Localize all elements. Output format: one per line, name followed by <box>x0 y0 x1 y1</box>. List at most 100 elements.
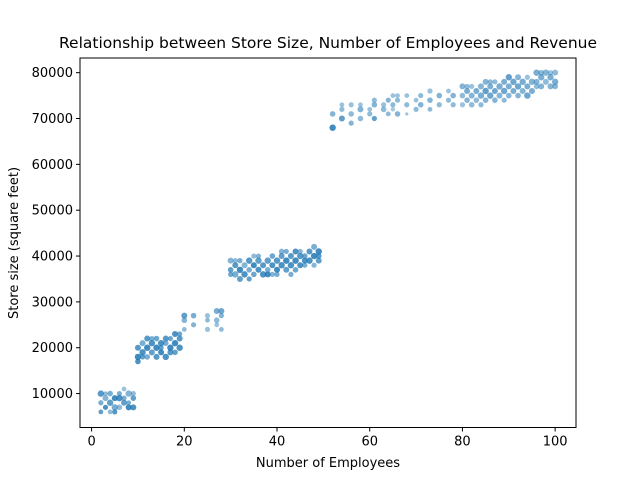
data-point <box>436 92 443 99</box>
data-point <box>477 83 484 90</box>
y-axis-label: Store size (square feet) <box>7 167 22 319</box>
data-point <box>269 262 276 269</box>
data-point <box>519 78 526 86</box>
data-point <box>264 271 271 278</box>
data-point <box>515 74 522 81</box>
data-point <box>510 78 517 86</box>
data-point <box>482 78 489 85</box>
data-point <box>121 386 127 392</box>
data-point <box>278 262 285 269</box>
data-point <box>297 248 303 255</box>
data-point <box>524 74 530 80</box>
data-point <box>241 271 248 278</box>
data-point <box>287 253 294 260</box>
x-tick-label: 60 <box>361 435 378 450</box>
data-point <box>487 83 494 90</box>
data-point <box>278 253 285 260</box>
data-point <box>552 69 559 76</box>
data-point <box>357 106 364 113</box>
data-point <box>358 102 363 108</box>
data-point <box>311 262 317 268</box>
data-point <box>505 74 512 81</box>
data-point <box>464 97 470 103</box>
data-point <box>348 102 354 108</box>
data-point <box>538 69 545 76</box>
data-point <box>339 102 345 108</box>
data-point <box>524 92 531 99</box>
data-point <box>496 83 503 90</box>
data-point <box>296 252 304 260</box>
data-point <box>246 257 253 264</box>
data-point <box>533 83 540 90</box>
data-point <box>367 106 373 112</box>
data-point <box>250 262 257 269</box>
data-point <box>338 115 345 122</box>
plot-frame <box>79 57 577 428</box>
data-point <box>492 97 498 103</box>
data-point <box>107 409 113 415</box>
x-tick-label: 0 <box>87 435 95 450</box>
x-axis: 0 20 40 60 80 100 <box>87 427 568 450</box>
data-point <box>139 340 146 347</box>
data-point <box>130 404 137 411</box>
x-tick-label: 20 <box>176 435 193 450</box>
data-point <box>371 97 377 103</box>
data-point <box>348 111 354 117</box>
data-point <box>547 74 554 81</box>
data-point <box>102 404 109 410</box>
data-point <box>144 344 151 351</box>
data-point <box>551 78 559 86</box>
data-point <box>390 102 396 108</box>
data-point <box>139 349 146 356</box>
data-point <box>176 335 183 342</box>
data-point <box>153 344 160 351</box>
data-point <box>172 330 179 337</box>
data-point <box>190 322 197 328</box>
data-point <box>473 97 480 103</box>
data-point <box>427 106 433 112</box>
data-point <box>283 248 289 255</box>
y-tick-label: 60000 <box>32 158 73 173</box>
data-point <box>357 115 364 122</box>
data-point <box>315 248 322 255</box>
data-point <box>125 404 132 411</box>
x-tick-label: 40 <box>269 435 286 450</box>
y-tick-label: 20000 <box>32 341 73 356</box>
data-point <box>162 340 169 346</box>
data-point <box>98 400 104 406</box>
data-point <box>464 88 471 95</box>
data-point <box>445 97 452 103</box>
data-point <box>176 344 183 351</box>
data-points <box>97 69 559 415</box>
data-point <box>492 79 498 85</box>
data-point <box>148 349 155 356</box>
data-point <box>125 390 132 397</box>
data-point <box>162 353 169 361</box>
data-point <box>547 83 554 90</box>
data-point <box>232 262 239 269</box>
data-point <box>251 253 257 259</box>
data-point <box>487 92 494 99</box>
data-point <box>264 257 271 264</box>
data-point <box>97 390 105 397</box>
data-point <box>380 106 387 113</box>
data-point <box>255 266 262 273</box>
data-point <box>292 267 299 273</box>
data-point <box>106 399 114 406</box>
data-point <box>348 120 354 126</box>
data-point <box>417 101 424 108</box>
data-point <box>482 97 489 103</box>
data-point <box>162 335 169 342</box>
data-point <box>306 257 313 264</box>
data-point <box>144 335 151 342</box>
data-point <box>269 253 276 259</box>
data-point <box>116 390 122 397</box>
data-point <box>491 88 498 95</box>
data-point <box>98 409 104 415</box>
data-point <box>130 395 137 401</box>
data-point <box>116 394 123 402</box>
data-point <box>469 83 475 90</box>
data-point <box>459 102 466 108</box>
data-point <box>236 266 244 273</box>
x-axis-label: Number of Employees <box>256 456 400 471</box>
